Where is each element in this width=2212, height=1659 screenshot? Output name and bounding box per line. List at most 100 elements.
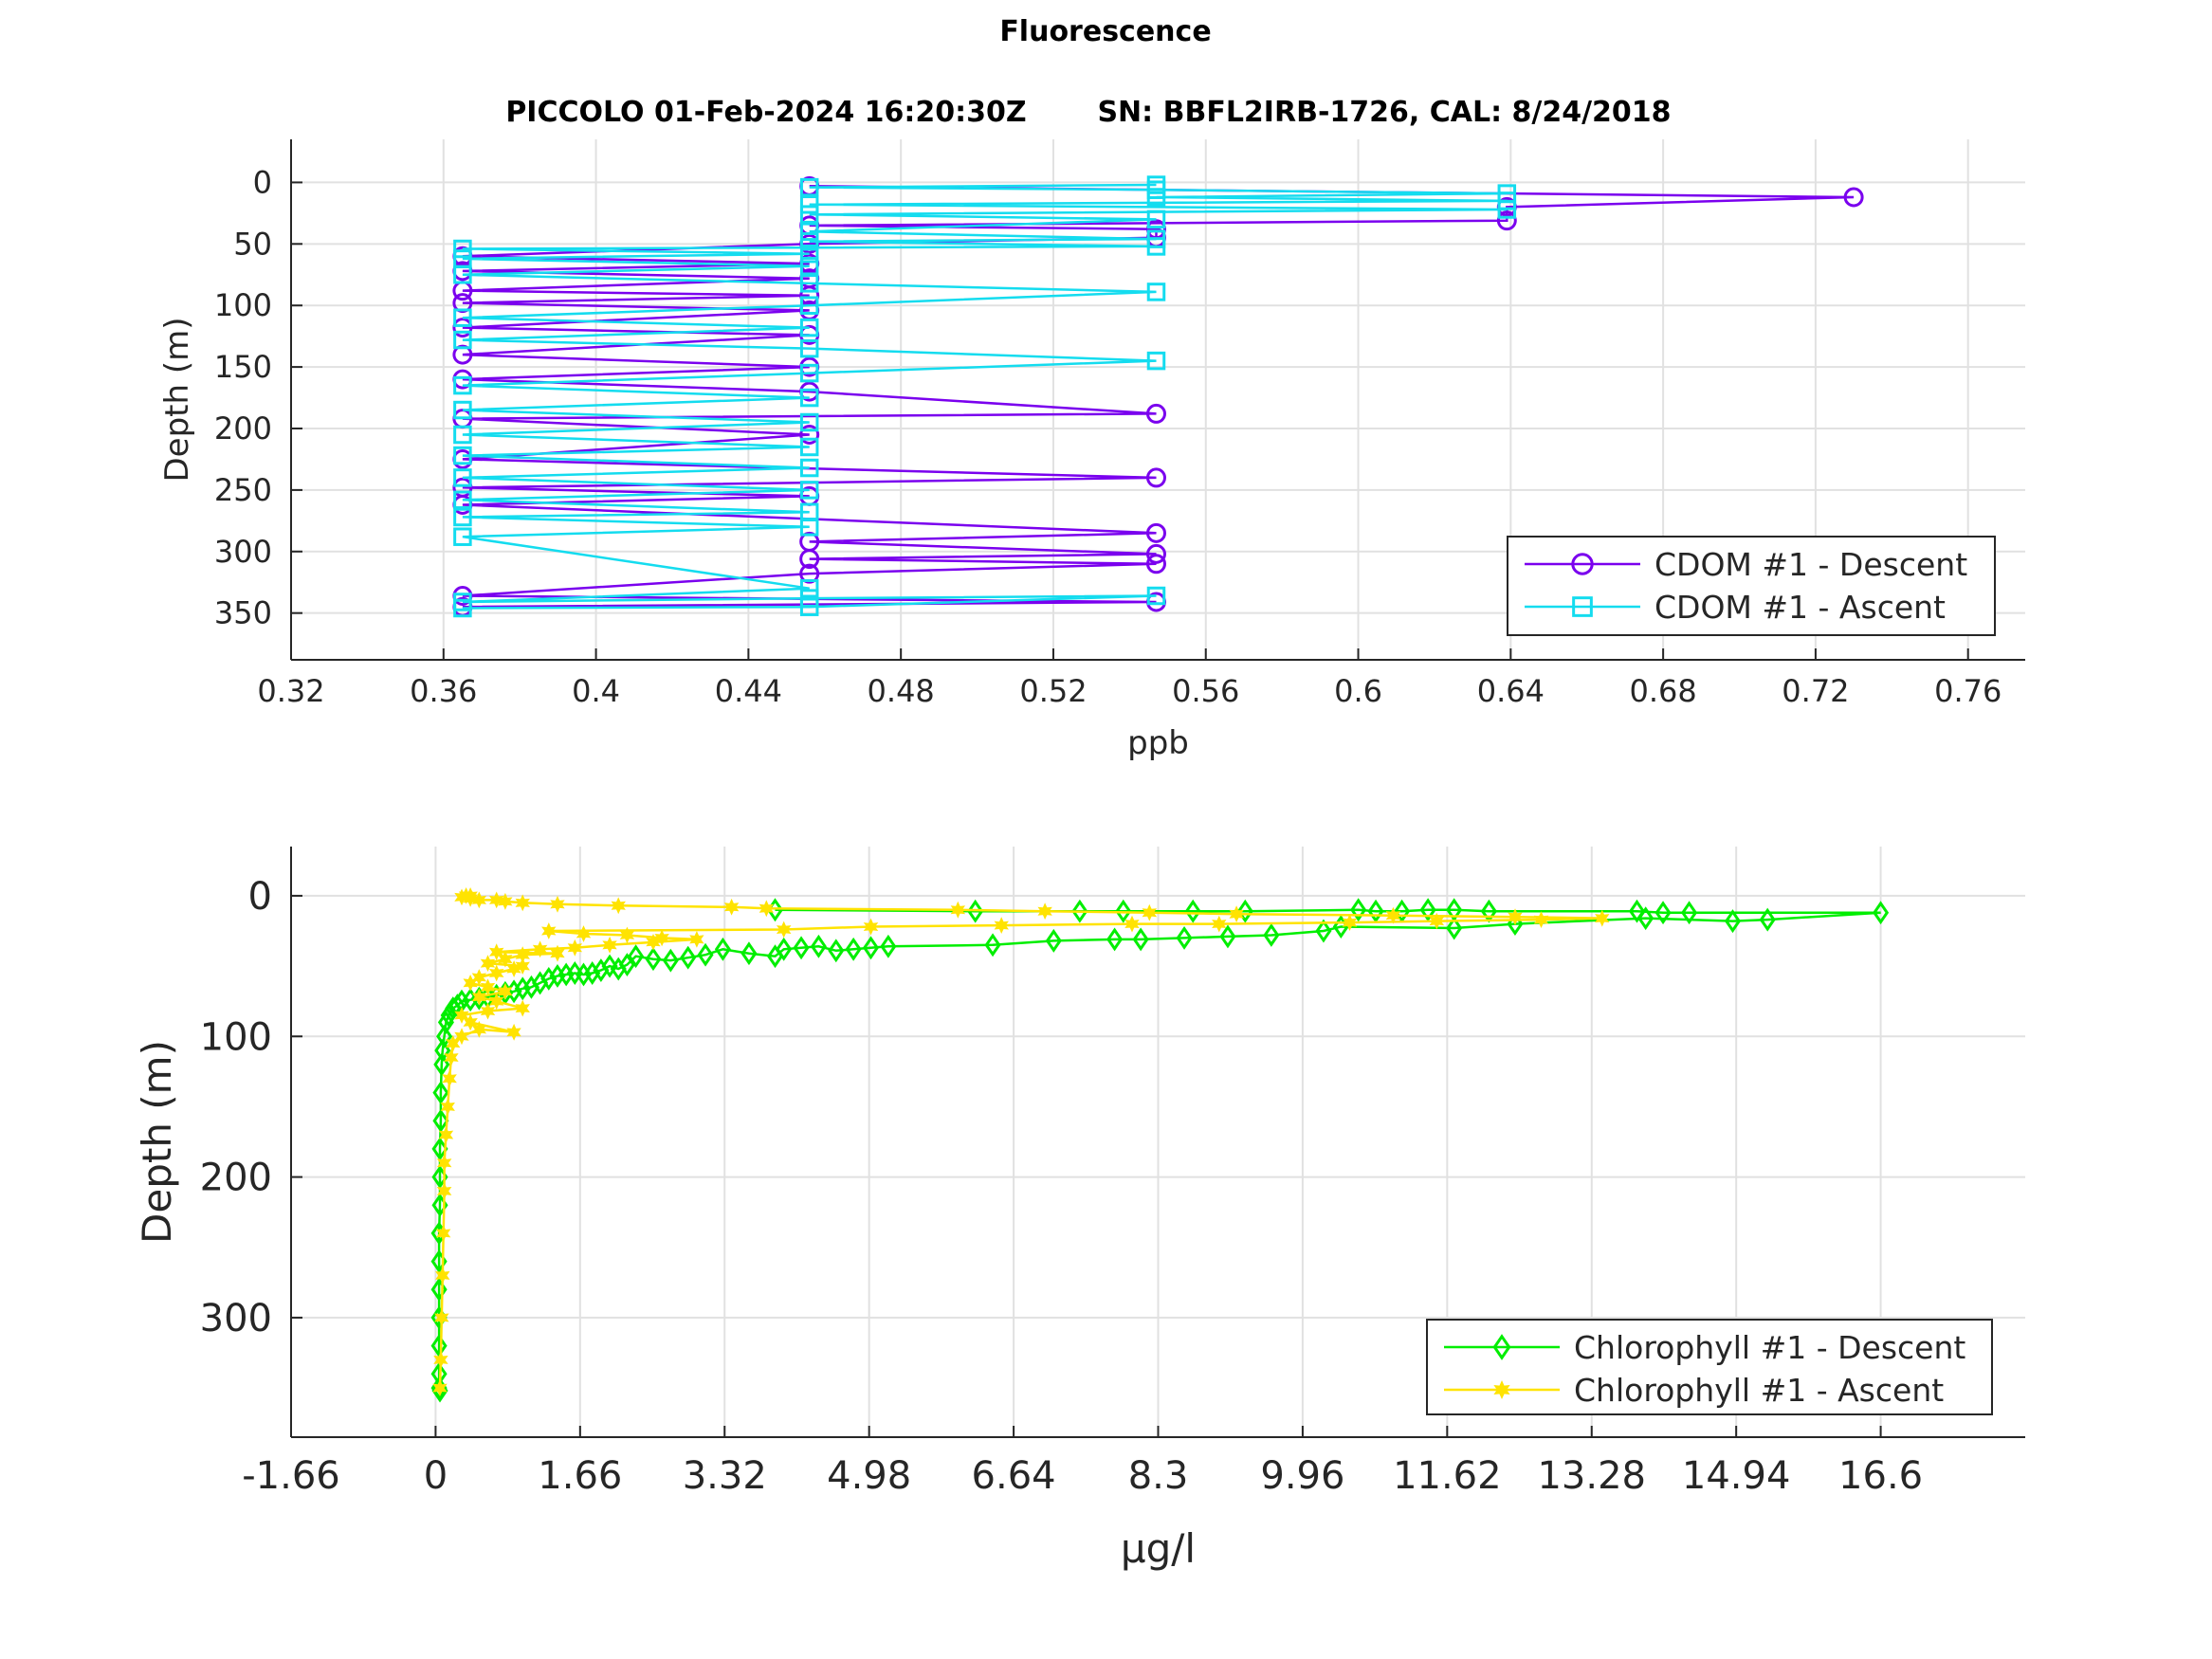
data-point: [776, 937, 793, 961]
data-point: [453, 490, 472, 510]
legend-entry: Chlorophyll #1 - Ascent: [1444, 1372, 1944, 1409]
data-point: [799, 424, 820, 445]
x-tick-label: 11.62: [1393, 1454, 1502, 1498]
data-point: [776, 921, 792, 939]
legend-label: CDOM #1 - Descent: [1654, 546, 1967, 583]
data-point: [799, 296, 819, 315]
data-point: [432, 1081, 449, 1105]
data-point: [488, 964, 504, 982]
x-tick-label: 0.32: [257, 673, 324, 709]
data-point: [1497, 184, 1517, 203]
data-point: [602, 936, 617, 954]
data-point: [1342, 914, 1358, 931]
series-line: [462, 183, 1508, 610]
y-tick-label: 0: [253, 164, 272, 200]
data-point: [714, 937, 731, 961]
legend-marker: [1493, 1379, 1510, 1400]
data-point: [799, 274, 819, 293]
data-point: [498, 982, 513, 1000]
data-point: [1263, 922, 1280, 947]
data-point: [515, 894, 530, 912]
data-point: [1236, 899, 1253, 923]
data-point: [1315, 919, 1332, 943]
data-point: [799, 222, 819, 242]
x-tick-label: 3.32: [683, 1454, 767, 1498]
x-tick-label: 0.72: [1782, 673, 1849, 709]
data-point: [1219, 924, 1236, 949]
data-point: [1145, 554, 1166, 574]
x-tick-label: 0.64: [1477, 673, 1545, 709]
data-point: [452, 318, 473, 338]
legend: CDOM #1 - Descent CDOM #1 - Ascent: [1507, 536, 1996, 636]
x-tick-label: 4.98: [827, 1454, 911, 1498]
data-point: [645, 947, 662, 972]
data-point: [453, 239, 472, 259]
data-point: [1637, 906, 1654, 931]
data-point: [654, 929, 669, 947]
data-point: [880, 934, 897, 958]
data-point: [845, 937, 862, 961]
data-point: [1115, 899, 1132, 923]
data-point: [1654, 901, 1672, 925]
data-point: [799, 338, 819, 358]
x-tick-label: 0.56: [1172, 673, 1239, 709]
data-point: [506, 1023, 521, 1041]
legend-marker: [1492, 1334, 1511, 1360]
data-point: [550, 895, 565, 913]
data-point: [799, 589, 819, 608]
data-point: [488, 993, 504, 1011]
data-point: [452, 293, 473, 314]
data-point: [759, 900, 775, 918]
series-line: [437, 908, 1881, 1392]
data-point: [463, 886, 478, 904]
y-tick-label: 300: [200, 1297, 272, 1340]
data-point: [689, 930, 704, 948]
data-point: [1146, 210, 1166, 229]
data-point: [1385, 906, 1401, 924]
data-point: [434, 1308, 449, 1326]
data-point: [515, 999, 530, 1017]
data-point: [799, 502, 819, 522]
data-point: [515, 957, 530, 975]
data-point: [950, 901, 966, 919]
data-point: [799, 285, 820, 306]
data-point: [1146, 229, 1166, 248]
data-point: [601, 954, 618, 978]
data-point: [1429, 912, 1445, 930]
data-point: [1628, 899, 1646, 923]
data-point: [799, 244, 819, 264]
data-point: [1145, 467, 1166, 488]
data-point: [453, 249, 472, 268]
data-point: [697, 942, 714, 967]
chlorophyll-plot: -1.66 0 1.66 3.32 4.98 6.64 8.3 9.96 11.62 13.28 1…: [134, 847, 2025, 1572]
data-point: [1681, 901, 1698, 925]
cdom-plot: 0.32 0.36 0.4 0.44 0.48 0.52 0.56 0.6 0.64 0.68 0.…: [158, 139, 2025, 762]
data-point: [994, 917, 1009, 935]
legend-box: [1426, 1319, 1993, 1415]
y-tick-label: 300: [214, 534, 272, 570]
legend-marker: [1571, 553, 1594, 575]
x-tick-label: 16.6: [1838, 1454, 1923, 1498]
x-tick-label: 0.52: [1019, 673, 1087, 709]
data-point: [435, 1267, 450, 1285]
legend-label: Chlorophyll #1 - Ascent: [1574, 1372, 1944, 1409]
data-point: [1595, 909, 1610, 927]
figure-subtitle-right: SN: BBFL2IRB-1726, CAL: 8/24/2018: [1097, 96, 1671, 129]
data-point: [740, 941, 758, 966]
x-tick-label: 1.66: [538, 1454, 622, 1498]
data-point: [799, 563, 820, 584]
data-point: [453, 468, 472, 487]
data-point: [452, 344, 473, 365]
x-tick-label: 0.68: [1629, 673, 1696, 709]
data-point: [1145, 522, 1166, 543]
data-point: [1071, 899, 1088, 923]
data-point: [454, 1028, 469, 1046]
data-point: [1124, 915, 1140, 933]
data-point: [550, 944, 565, 962]
data-point: [541, 922, 557, 939]
data-point: [723, 898, 740, 916]
data-point: [1037, 902, 1052, 921]
data-point: [471, 988, 487, 1006]
data-point: [488, 891, 504, 909]
